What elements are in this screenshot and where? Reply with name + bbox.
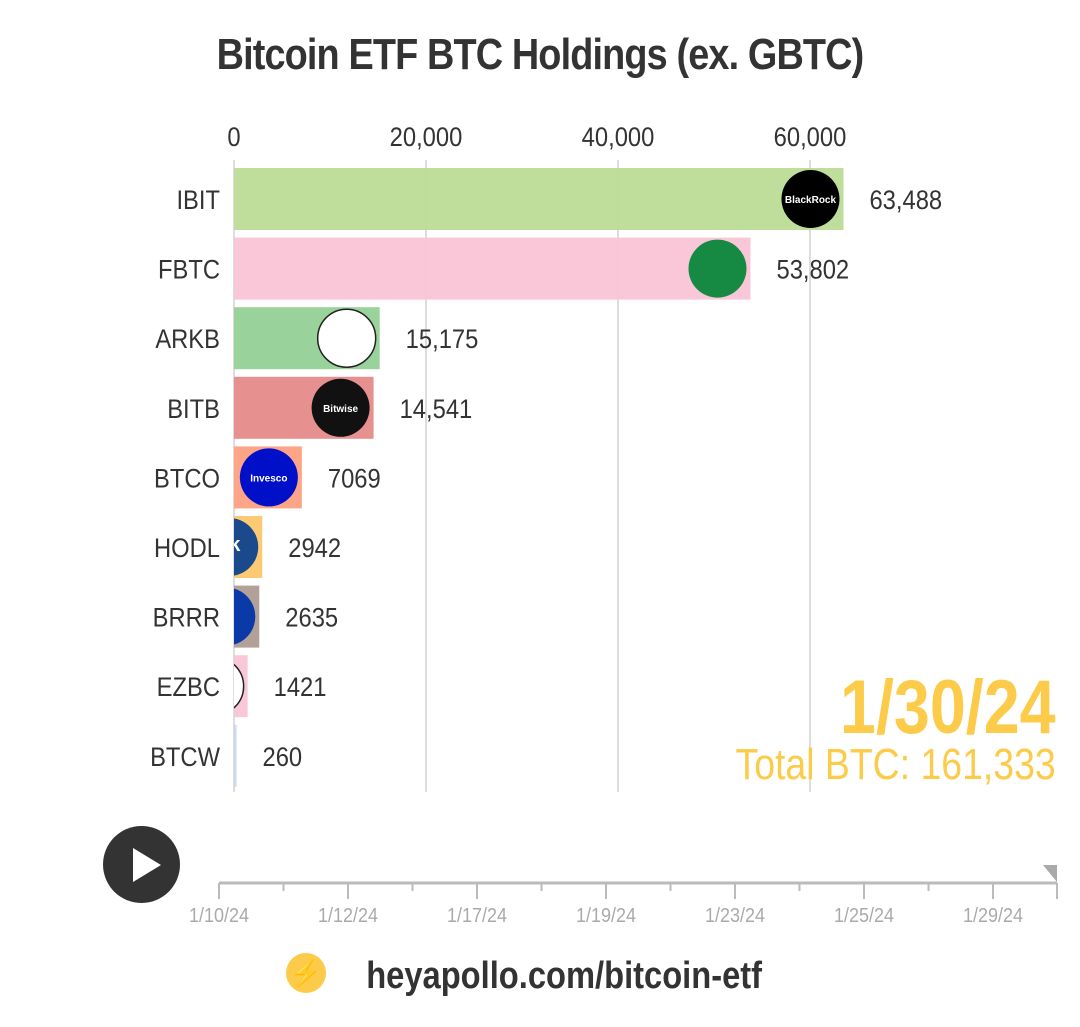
- current-date: 1/30/24: [840, 665, 1056, 750]
- fund-logo-text: ck: [218, 534, 241, 556]
- category-label: BITB: [167, 394, 220, 424]
- value-label: 2942: [288, 534, 341, 564]
- category-label: BTCO: [154, 464, 220, 494]
- fund-logo-icon: [316, 308, 377, 368]
- category-label: EZBC: [157, 673, 220, 703]
- timeline-date-label[interactable]: 1/23/24: [705, 905, 765, 927]
- fund-logo-icon: [688, 239, 747, 298]
- x-tick-label: 0: [227, 123, 240, 153]
- value-label: 7069: [328, 464, 381, 494]
- category-label: IBIT: [176, 186, 220, 216]
- timeline-date-label[interactable]: 1/25/24: [834, 905, 894, 927]
- fund-logo-text: Bitwise: [323, 404, 358, 415]
- play-button[interactable]: [103, 826, 180, 903]
- fund-logo-icon: [234, 518, 259, 576]
- value-label: 260: [262, 742, 302, 772]
- timeline-date-label[interactable]: 1/12/24: [318, 905, 378, 927]
- bar: [234, 237, 751, 300]
- category-label: BTCW: [150, 742, 220, 772]
- chart-title: Bitcoin ETF BTC Holdings (ex. GBTC): [216, 30, 865, 79]
- fund-logo-text: BlackRock: [785, 195, 837, 206]
- category-label: ARKB: [155, 325, 220, 355]
- value-label: 2635: [285, 603, 338, 633]
- x-tick-label: 20,000: [390, 123, 463, 153]
- category-label: FBTC: [158, 255, 220, 285]
- x-tick-label: 40,000: [582, 123, 655, 153]
- timeline-date-label[interactable]: 1/10/24: [189, 905, 249, 927]
- value-label: 53,802: [776, 255, 849, 285]
- category-label: HODL: [154, 534, 220, 564]
- fund-logo-icon: [781, 170, 840, 228]
- bar: [234, 168, 844, 230]
- timeline-handle[interactable]: [1043, 865, 1057, 882]
- footer: ⚡ heyapollo.com/bitcoin-etf: [0, 952, 1080, 998]
- total-btc: Total BTC: 161,333: [735, 740, 1056, 789]
- bar: [234, 724, 237, 787]
- fund-logo-text: Invesco: [250, 473, 287, 484]
- value-label: 15,175: [406, 325, 479, 355]
- value-label: 63,488: [869, 186, 942, 216]
- fund-logo-icon: [311, 378, 370, 437]
- timeline-date-label[interactable]: 1/17/24: [447, 905, 507, 927]
- fund-logo-icon: [234, 588, 256, 645]
- x-tick-label: 60,000: [774, 123, 847, 153]
- fund-logo-icon: [234, 663, 245, 709]
- timeline-date-label[interactable]: 1/19/24: [576, 905, 636, 927]
- timeline-date-label[interactable]: 1/29/24: [963, 905, 1023, 927]
- fund-logo-text: 7: [221, 604, 232, 626]
- value-label: 1421: [274, 673, 327, 703]
- apollo-logo-icon: ⚡: [285, 952, 326, 993]
- category-label: BRRR: [153, 603, 220, 633]
- footer-url[interactable]: heyapollo.com/bitcoin-etf: [366, 955, 762, 998]
- value-label: 14,541: [400, 394, 473, 424]
- fund-logo-icon: [239, 448, 298, 507]
